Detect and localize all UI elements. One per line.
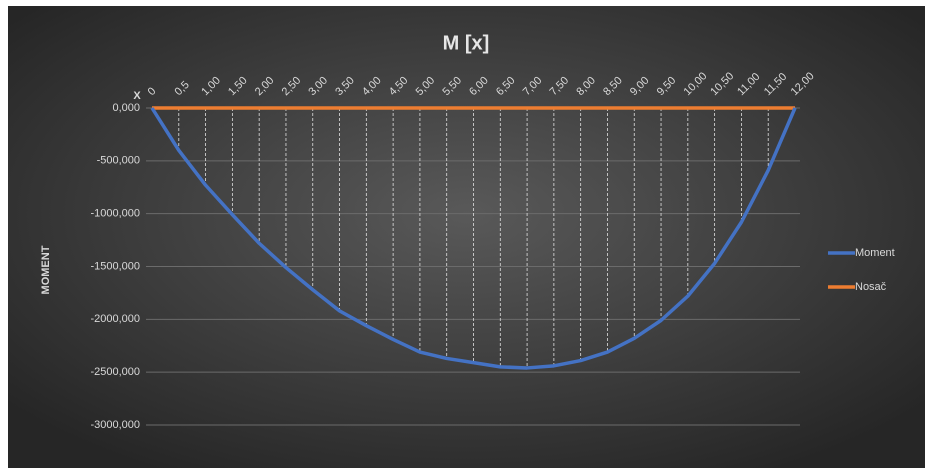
legend-label: Moment (855, 247, 895, 259)
x-axis-label: X (133, 90, 141, 102)
chart-background (8, 6, 925, 468)
y-axis-label: MOMENT (40, 245, 52, 294)
y-tick-label: 0,000 (112, 102, 140, 114)
y-tick-label: -2000,000 (90, 313, 140, 325)
chart-title: M [x] (443, 32, 490, 54)
legend-label: Nosač (855, 281, 887, 293)
y-tick-label: -3000,000 (90, 419, 140, 431)
y-tick-label: -1500,000 (90, 260, 140, 272)
y-tick-label: -500,000 (97, 155, 140, 167)
y-tick-label: -2500,000 (90, 366, 140, 378)
y-tick-label: -1000,000 (90, 208, 140, 220)
series-line (150, 107, 797, 370)
